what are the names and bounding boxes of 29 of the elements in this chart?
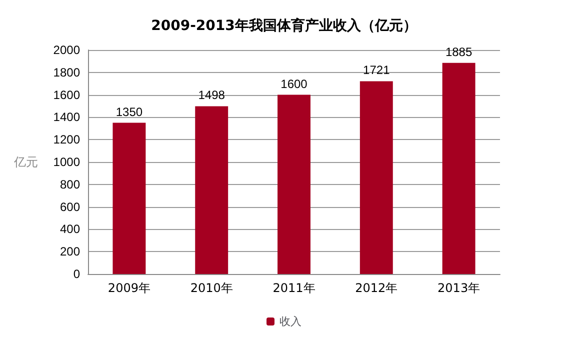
- data-label: 1498: [198, 88, 226, 102]
- x-tick-label: 2011年: [272, 281, 316, 295]
- y-tick-label: 2000: [53, 43, 80, 57]
- data-label: 1885: [445, 44, 472, 59]
- x-tick-label: 2012年: [355, 281, 398, 295]
- data-label: 1600: [280, 76, 308, 91]
- data-label: 1721: [363, 63, 390, 78]
- bar: [442, 62, 476, 274]
- chart-title: 2009-2013年我国体育产业收入（亿元）: [151, 17, 417, 34]
- bar: [195, 106, 228, 274]
- legend-label: 收入: [280, 315, 302, 328]
- y-tick-label: 1200: [53, 132, 80, 147]
- y-tick-label: 0: [73, 267, 80, 281]
- bar: [278, 94, 310, 274]
- y-tick-label: 200: [60, 244, 80, 259]
- y-tick-label: 600: [60, 200, 80, 214]
- y-tick-label: 1000: [53, 155, 80, 169]
- x-tick-label: 2013年: [438, 281, 480, 295]
- data-label: 1350: [116, 104, 143, 119]
- bar: [360, 81, 393, 274]
- y-axis-title: 亿元: [13, 155, 38, 169]
- y-tick-label: 1600: [53, 88, 80, 102]
- x-tick-label: 2009年: [108, 281, 150, 295]
- y-tick-label: 400: [60, 222, 80, 236]
- y-tick-label: 1800: [53, 65, 80, 80]
- y-tick-label: 800: [60, 177, 80, 192]
- bar: [112, 122, 146, 274]
- x-tick-label: 2010年: [190, 281, 233, 295]
- y-tick-label: 1400: [53, 110, 80, 124]
